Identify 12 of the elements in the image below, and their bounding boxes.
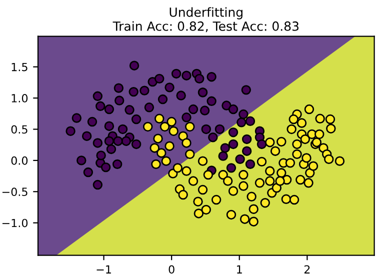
- x-tick-label: −1: [96, 265, 111, 274]
- x-tick-label: 0: [168, 265, 174, 274]
- y-tick-label: 0.0: [11, 156, 28, 165]
- y-tick-label: 0.5: [11, 125, 28, 134]
- x-tick-label: 1: [237, 265, 242, 274]
- y-tick-label: 1.0: [12, 94, 28, 102]
- chart-subtitle: Train Acc: 0.82, Test Acc: 0.83: [112, 21, 298, 32]
- y-tick-label: −0.5: [2, 188, 28, 196]
- chart-title: Underfitting: [170, 7, 242, 20]
- y-tick-label: 1.5: [12, 62, 28, 72]
- x-tick-label: 2: [304, 265, 310, 274]
- y-tick-label: −1.0: [2, 218, 28, 228]
